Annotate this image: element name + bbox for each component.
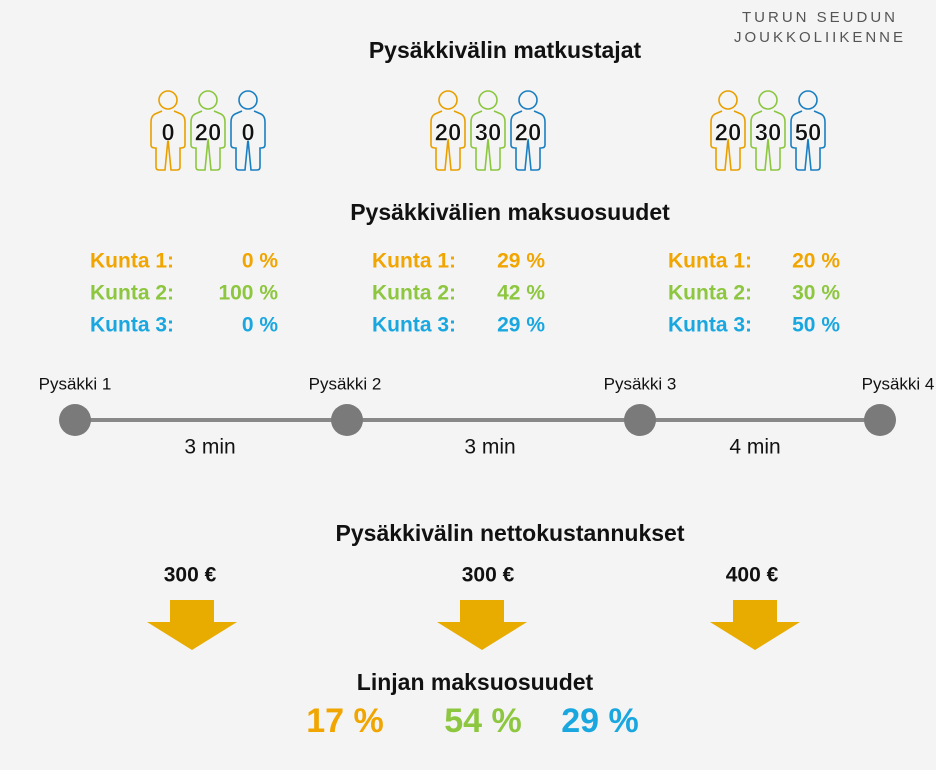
share-value: 100 % xyxy=(218,282,278,305)
passenger-count: 0 xyxy=(241,119,254,146)
share-label: Kunta 3: xyxy=(668,314,752,337)
stop-dot xyxy=(864,404,896,436)
share-label: Kunta 3: xyxy=(372,314,456,337)
cost-value: 300 € xyxy=(462,564,515,587)
section-title: Pysäkkivälien maksuosuudet xyxy=(350,199,670,225)
passenger-count: 30 xyxy=(475,119,502,146)
stop-label: Pysäkki 2 xyxy=(309,374,382,393)
stop-label: Pysäkki 1 xyxy=(39,374,112,393)
share-label: Kunta 2: xyxy=(90,282,174,305)
cost-value: 400 € xyxy=(726,564,779,587)
share-value: 0 % xyxy=(242,314,279,337)
line-share: 17 % xyxy=(306,702,384,740)
section-title: Pysäkkivälin nettokustannukset xyxy=(336,520,685,546)
logo-line: TURUN SEUDUN xyxy=(742,9,898,26)
section-title: Pysäkkivälin matkustajat xyxy=(369,37,642,63)
share-label: Kunta 2: xyxy=(668,282,752,305)
travel-time: 4 min xyxy=(729,436,780,459)
passenger-count: 20 xyxy=(715,119,742,146)
passenger-count: 20 xyxy=(195,119,222,146)
section-title: Linjan maksuosuudet xyxy=(357,669,594,695)
share-value: 50 % xyxy=(792,314,840,337)
down-arrow xyxy=(710,600,800,650)
stop-dot xyxy=(331,404,363,436)
share-value: 20 % xyxy=(792,250,840,273)
passenger-count: 20 xyxy=(515,119,542,146)
share-value: 29 % xyxy=(497,314,545,337)
share-value: 0 % xyxy=(242,250,279,273)
passenger-count: 30 xyxy=(755,119,782,146)
stop-label: Pysäkki 4 xyxy=(862,374,935,393)
stop-dot xyxy=(59,404,91,436)
share-label: Kunta 2: xyxy=(372,282,456,305)
share-value: 42 % xyxy=(497,282,545,305)
share-label: Kunta 1: xyxy=(372,250,456,273)
logo-line: JOUKKOLIIKENNE xyxy=(734,29,906,46)
share-label: Kunta 3: xyxy=(90,314,174,337)
stop-dot xyxy=(624,404,656,436)
down-arrow xyxy=(437,600,527,650)
background xyxy=(0,0,936,770)
passenger-count: 20 xyxy=(435,119,462,146)
travel-time: 3 min xyxy=(184,436,235,459)
stop-label: Pysäkki 3 xyxy=(604,374,677,393)
share-label: Kunta 1: xyxy=(90,250,174,273)
travel-time: 3 min xyxy=(464,436,515,459)
share-value: 30 % xyxy=(792,282,840,305)
line-share: 29 % xyxy=(561,702,639,740)
passenger-count: 50 xyxy=(795,119,822,146)
cost-value: 300 € xyxy=(164,564,217,587)
line-share: 54 % xyxy=(444,702,522,740)
passenger-count: 0 xyxy=(161,119,174,146)
share-label: Kunta 1: xyxy=(668,250,752,273)
down-arrow xyxy=(147,600,237,650)
share-value: 29 % xyxy=(497,250,545,273)
